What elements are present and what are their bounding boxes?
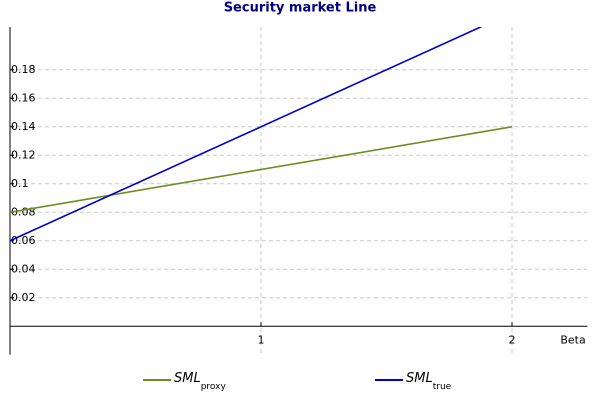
y-tick-label: 0.06 — [11, 234, 36, 247]
x-tick-label: 1 — [258, 333, 265, 346]
y-tick-label: 0.14 — [11, 120, 36, 133]
y-tick-label: 0.02 — [11, 291, 36, 304]
x-tick-label: 2 — [509, 333, 516, 346]
legend-label: SMLproxy — [174, 371, 226, 392]
legend-subscript: proxy — [201, 382, 227, 392]
y-tick-label: 0.04 — [11, 262, 36, 275]
legend-name: SML — [406, 371, 433, 386]
legend-subscript: true — [433, 382, 452, 392]
x-axis-label: Beta — [560, 333, 585, 346]
chart-title: Security market Line — [224, 1, 377, 16]
y-tick-label: 0.16 — [11, 91, 36, 104]
legend-name: SML — [174, 371, 201, 386]
legend-label: SMLtrue — [406, 371, 452, 392]
y-tick-label: 0.18 — [11, 63, 36, 76]
series-line — [10, 27, 483, 242]
y-tick-label: 0.1 — [11, 177, 29, 190]
y-tick-label: 0.12 — [11, 148, 36, 161]
series-line — [10, 125, 513, 214]
